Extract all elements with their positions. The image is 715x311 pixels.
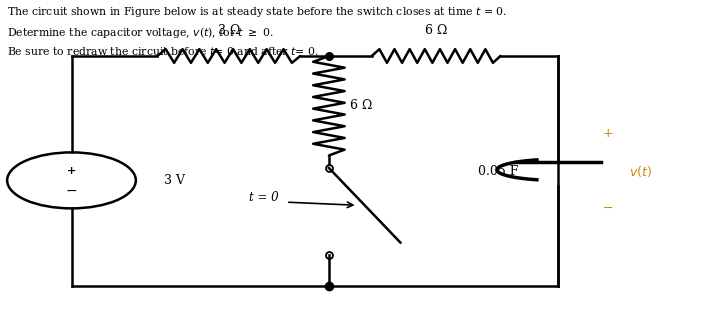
Text: −: − (66, 183, 77, 198)
Text: $v(t)$: $v(t)$ (629, 164, 652, 179)
Text: Be sure to redraw the circuit before $t$= 0 and after $t$= 0.: Be sure to redraw the circuit before $t$… (7, 45, 319, 57)
Text: 6 Ω: 6 Ω (425, 24, 448, 37)
Text: The circuit shown in Figure below is at steady state before the switch closes at: The circuit shown in Figure below is at … (7, 5, 507, 19)
Text: t = 0: t = 0 (250, 191, 279, 204)
Text: 0.05 F: 0.05 F (478, 165, 518, 178)
Text: 6 Ω: 6 Ω (350, 99, 373, 112)
Text: +: + (603, 127, 613, 140)
Text: +: + (67, 165, 76, 176)
Text: 3 Ω: 3 Ω (217, 24, 240, 37)
Text: Determine the capacitor voltage, $v$($t$), for $t$ $\geq$ 0.: Determine the capacitor voltage, $v$($t$… (7, 25, 274, 40)
Text: 3 V: 3 V (164, 174, 185, 187)
Text: −: − (603, 202, 613, 215)
